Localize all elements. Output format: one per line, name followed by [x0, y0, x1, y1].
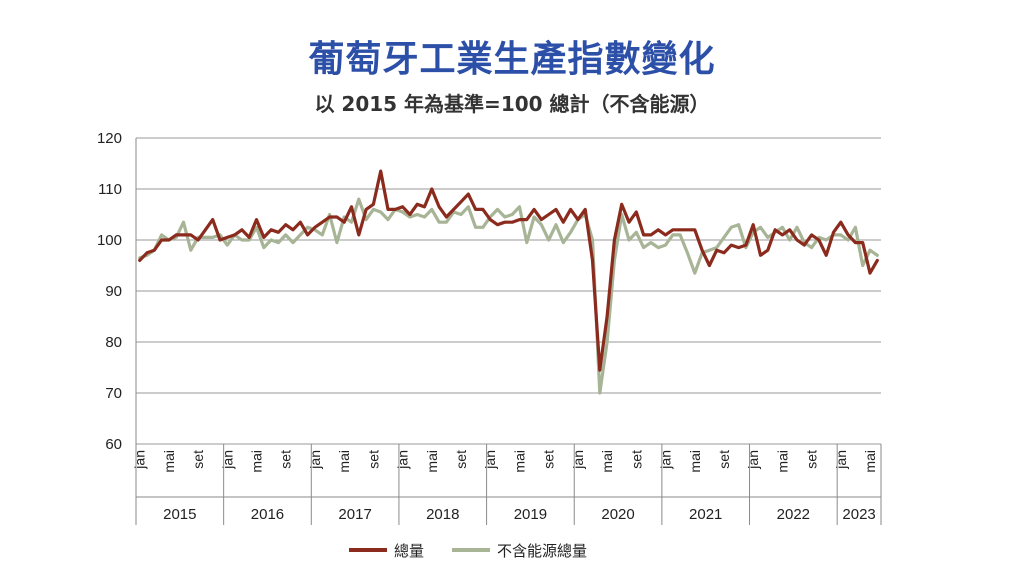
- x-month-label: mai: [687, 450, 703, 473]
- x-month-label: jan: [570, 450, 586, 470]
- x-month-label: jan: [658, 450, 674, 470]
- x-month-label: jan: [132, 450, 148, 470]
- legend-label-1: 不含能源總量: [497, 542, 587, 560]
- x-month-label: jan: [219, 450, 235, 470]
- x-month-label: jan: [307, 450, 323, 470]
- series-line-1: [138, 197, 879, 395]
- legend-label-0: 總量: [394, 542, 424, 560]
- x-month-label: set: [716, 450, 732, 469]
- x-year-label-2021: 2021: [689, 506, 722, 523]
- x-year-label-2022: 2022: [777, 506, 810, 523]
- x-year-label-2018: 2018: [426, 506, 459, 523]
- x-month-label: mai: [511, 450, 527, 473]
- x-month-label: mai: [862, 450, 878, 473]
- x-month-label: mai: [249, 450, 265, 473]
- chart-subtitle: 以 2015 年為基準=100 總計（不含能源）: [314, 92, 710, 116]
- x-year-label-2017: 2017: [338, 506, 371, 523]
- x-month-label: jan: [833, 450, 849, 470]
- x-month-label: set: [453, 450, 469, 469]
- x-year-label-2016: 2016: [251, 506, 284, 523]
- x-month-label: set: [628, 450, 644, 469]
- x-month-label: mai: [599, 450, 615, 473]
- x-month-label: mai: [336, 450, 352, 473]
- x-month-label: jan: [395, 450, 411, 470]
- y-tick-label-60: 60: [105, 436, 122, 453]
- x-month-label: jan: [745, 450, 761, 470]
- y-tick-label-100: 100: [97, 232, 122, 249]
- x-month-label: jan: [482, 450, 498, 470]
- x-month-label: mai: [424, 450, 440, 473]
- y-tick-label-120: 120: [97, 130, 122, 147]
- y-tick-label-70: 70: [105, 385, 122, 402]
- chart-title: 葡萄牙工業生產指數變化: [308, 39, 716, 80]
- x-year-label-2023: 2023: [842, 506, 875, 523]
- x-month-label: mai: [161, 450, 177, 473]
- x-month-label: set: [190, 450, 206, 469]
- x-month-label: set: [278, 450, 294, 469]
- x-month-label: set: [365, 450, 381, 469]
- x-month-label: mai: [774, 450, 790, 473]
- y-tick-label-90: 90: [105, 283, 122, 300]
- series-line-0: [138, 169, 879, 372]
- x-month-label: set: [804, 450, 820, 469]
- y-tick-label-110: 110: [98, 181, 122, 198]
- y-tick-label-80: 80: [105, 334, 122, 351]
- x-month-label: set: [541, 450, 557, 469]
- x-year-label-2019: 2019: [514, 506, 547, 523]
- x-year-label-2020: 2020: [601, 506, 634, 523]
- x-year-label-2015: 2015: [163, 506, 196, 523]
